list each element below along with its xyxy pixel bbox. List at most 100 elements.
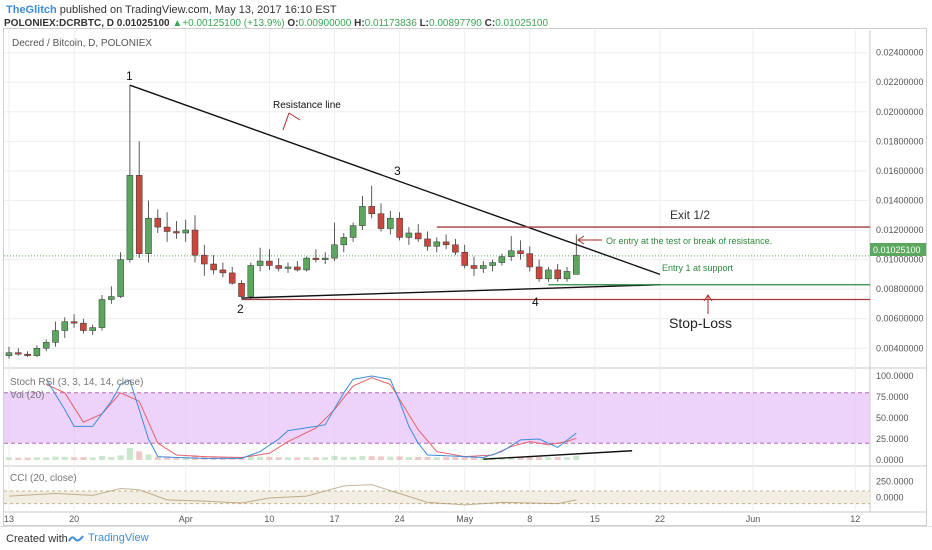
volume-bar: [43, 457, 50, 460]
y-tick-label: 0.01000000: [876, 255, 924, 265]
price-chart[interactable]: 0.02400000 0.02200000 0.02000000 0.01800000…: [0, 0, 932, 526]
candle-body: [414, 232, 422, 240]
resistance-line: [129, 84, 661, 276]
volume-bar: [331, 455, 338, 460]
volume-bar: [415, 457, 422, 460]
volume-bar: [108, 457, 115, 460]
point-1-label: 1: [126, 69, 133, 83]
candle-body: [387, 217, 394, 229]
candle-body: [126, 175, 134, 260]
volume-bar: [285, 457, 291, 460]
volume-bar: [564, 457, 570, 460]
candle-body: [573, 254, 580, 275]
change-arrow-icon: ▲: [172, 18, 183, 29]
chart-title: Decred / Bitcoin, D, POLONIEX: [12, 38, 152, 49]
stoch-trend-line: [483, 450, 633, 460]
tradingview-logo-icon: [68, 535, 84, 542]
high-value: 0.01173836: [364, 18, 417, 29]
or-entry-label: Or entry at the test or break of resista…: [606, 236, 772, 246]
y-tick-label: 0.02200000: [876, 77, 924, 87]
point-4-label: 4: [532, 295, 539, 309]
volume-bar: [24, 457, 31, 460]
volume-bar: [424, 456, 431, 460]
volume-bar: [303, 457, 310, 460]
candle-body: [526, 253, 534, 268]
candle-body: [15, 352, 22, 355]
volume-bar: [33, 457, 40, 460]
candle-body: [52, 330, 59, 343]
x-tick-label: 10: [264, 514, 274, 524]
candle-body: [303, 257, 310, 271]
volume-bar: [471, 456, 477, 460]
candle-body: [405, 232, 413, 238]
candle-body: [331, 244, 338, 259]
publisher-name[interactable]: TheGlitch: [6, 4, 57, 16]
candle-body: [563, 271, 571, 280]
candle-body: [535, 266, 543, 280]
candle-body: [433, 241, 441, 247]
candle-body: [163, 226, 171, 232]
x-tick-label: 20: [69, 514, 79, 524]
y-tick-label: 0.00400000: [876, 343, 924, 353]
stoch-tick-label: 0.0000: [876, 455, 904, 465]
volume-bar: [396, 456, 403, 460]
candle-body: [256, 260, 264, 266]
candles: [5, 85, 580, 359]
cci-band-fill: [4, 491, 870, 504]
candle-body: [70, 321, 78, 324]
volume-bar: [443, 457, 450, 460]
candle-body: [89, 327, 96, 331]
tradingview-link[interactable]: TradingView: [88, 532, 149, 544]
volume-bar: [359, 456, 366, 460]
candle-body: [210, 263, 217, 271]
stoch-tick-label: 75.0000: [876, 392, 909, 402]
candle-body: [117, 259, 124, 297]
candle-body: [470, 265, 478, 269]
stoch-label: Stoch RSI (3, 3, 14, 14, close): [10, 377, 143, 388]
candle-body: [377, 213, 385, 229]
volume-bar: [350, 456, 357, 460]
candle-body: [238, 282, 245, 297]
publish-line: TheGlitch published on TradingView.com, …: [6, 4, 337, 16]
volume-bar: [266, 456, 273, 460]
x-tick-label: 17: [329, 514, 339, 524]
candle-body: [294, 266, 301, 271]
volume-bar: [257, 456, 264, 460]
candle-body: [507, 250, 515, 257]
volume-bar: [80, 457, 87, 460]
volume-bar: [15, 457, 22, 460]
cci-label: CCI (20, close): [10, 473, 77, 484]
x-tick-label: 24: [395, 514, 405, 524]
candle-body: [173, 231, 180, 234]
volume-bar: [387, 456, 394, 460]
candle-body: [80, 322, 87, 331]
volume-bar: [545, 457, 552, 460]
volume-bar: [508, 456, 515, 460]
candle-body: [517, 250, 524, 254]
volume-bar: [71, 457, 78, 460]
candle-body: [247, 265, 255, 297]
x-tick-label: 22: [655, 514, 665, 524]
stop-loss-label: Stop-Loss: [669, 315, 732, 331]
exit-label: Exit 1/2: [670, 208, 710, 222]
candle-body: [340, 237, 348, 246]
change-value: +0.00125100 (+13.9%): [182, 18, 285, 29]
stoch-band-fill: [4, 392, 870, 444]
volume-bar: [312, 457, 319, 460]
volume-bar: [405, 457, 412, 460]
axes: 0.02400000 0.02200000 0.02000000 0.01800000…: [4, 48, 924, 524]
support-line: [241, 284, 661, 299]
symbol-label: POLONIEX:DCRBTC, D: [4, 18, 114, 29]
y-tick-label: 0.02000000: [876, 107, 924, 117]
x-tick-label: 12: [850, 514, 860, 524]
candle-body: [98, 299, 106, 328]
candle-body: [452, 244, 459, 253]
volume-bar: [368, 456, 375, 460]
y-tick-label: 0.02400000: [876, 48, 924, 58]
candle-body: [201, 254, 208, 265]
volume-bar: [182, 456, 189, 460]
y-tick-label: 0.01800000: [876, 136, 924, 146]
candle-body: [5, 352, 13, 356]
candle-body: [182, 229, 189, 234]
volume-bar: [136, 451, 143, 460]
